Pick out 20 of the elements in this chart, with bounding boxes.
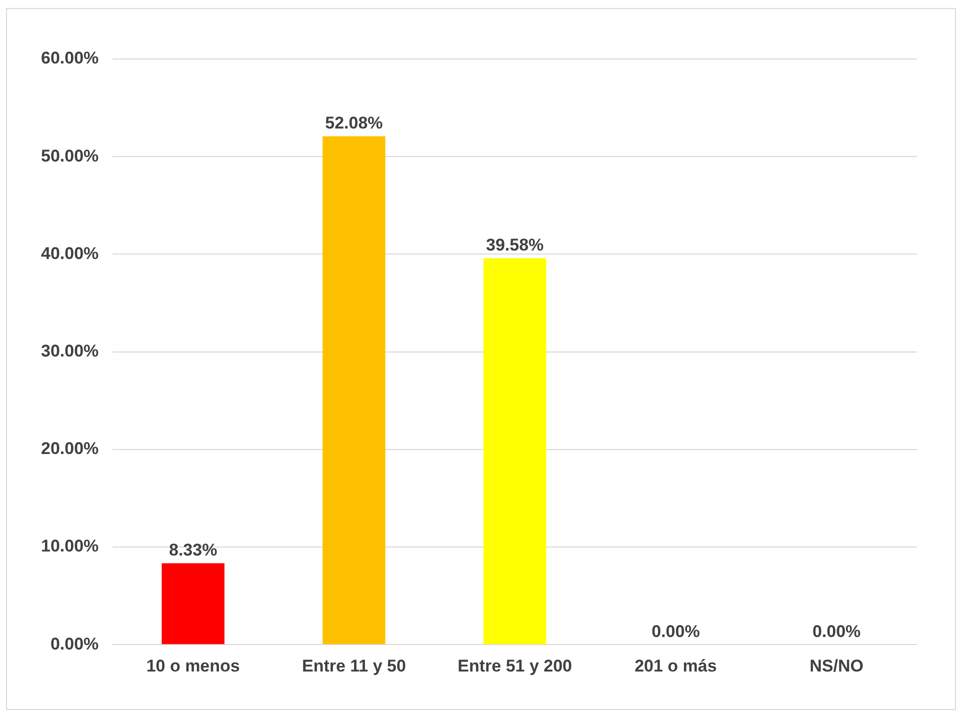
y-tick-label: 10.00% (40, 536, 99, 556)
y-tick-label: 40.00% (40, 244, 99, 263)
bar (322, 136, 386, 644)
x-tick-label: Entre 51 y 200 (458, 656, 572, 676)
data-label: 0.00% (812, 622, 861, 641)
data-label: 52.08% (325, 113, 383, 132)
x-tick-label: 10 o menos (146, 656, 240, 676)
y-tick-label: 30.00% (40, 341, 99, 360)
bar (162, 563, 224, 644)
y-tick-label: 0.00% (50, 634, 99, 654)
data-label: 0.00% (652, 622, 700, 641)
data-label: 8.33% (168, 540, 218, 560)
y-tick-label: 50.00% (40, 146, 99, 166)
y-tick-label: 60.00% (40, 48, 99, 68)
x-tick-label: 201 o más (634, 656, 717, 676)
bar (483, 258, 546, 644)
x-tick-label: NS/NO (810, 656, 864, 676)
y-tick-label: 20.00% (40, 439, 99, 458)
x-tick-label: Entre 11 y 50 (302, 656, 406, 676)
data-label: 39.58% (486, 235, 544, 254)
